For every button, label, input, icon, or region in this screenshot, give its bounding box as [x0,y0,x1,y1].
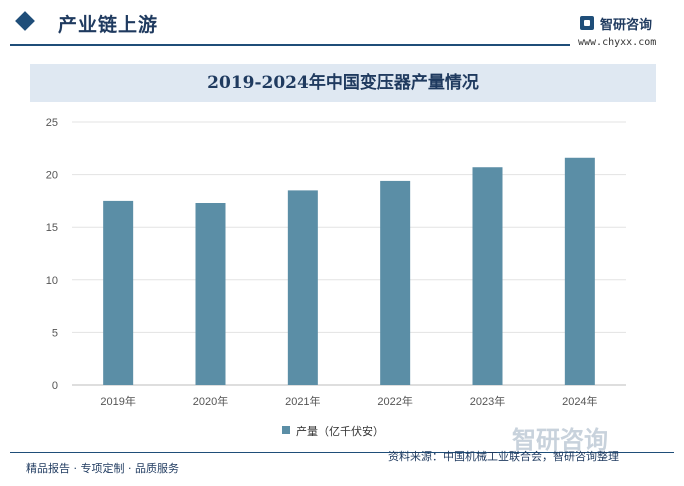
y-tick-label: 5 [52,327,58,339]
x-tick-label: 2024年 [562,394,597,408]
y-tick-label: 25 [46,117,58,129]
x-tick-label: 2021年 [285,394,320,408]
chart-title: 2019-2024年中国变压器产量情况 [207,73,479,93]
bar [380,180,411,385]
header: 产业链上游 智研咨询 www.chyxx.com [0,0,684,52]
x-tick-label: 2023年 [470,394,505,408]
bar [195,203,226,385]
source-note: 资料来源：中国机械工业联合会，智研咨询整理 [388,450,619,463]
y-tick-label: 15 [46,222,58,234]
legend-label: 产量（亿千伏安） [296,425,384,438]
bar [287,190,318,385]
chart-title-band: 2019-2024年中国变压器产量情况 [30,64,656,102]
section-title: 产业链上游 [58,14,159,36]
footer-divider [10,452,674,453]
x-tick-label: 2019年 [100,394,135,408]
bar [564,157,595,385]
y-tick-label: 10 [46,275,58,287]
bar [103,200,134,385]
legend-swatch [282,426,290,434]
header-divider [10,44,570,46]
y-tick-label: 20 [46,170,58,182]
brand-name: 智研咨询 [600,18,653,33]
x-tick-label: 2022年 [377,394,412,408]
y-tick-label: 0 [52,380,58,392]
bar [472,167,503,385]
footer-slogan: 精品报告 · 专项定制 · 品质服务 [26,462,179,475]
watermark-logo: 智研咨询 [512,426,608,454]
brand-url: www.chyxx.com [578,37,657,48]
x-tick-label: 2020年 [193,394,228,408]
brand-logo-icon [580,16,594,30]
